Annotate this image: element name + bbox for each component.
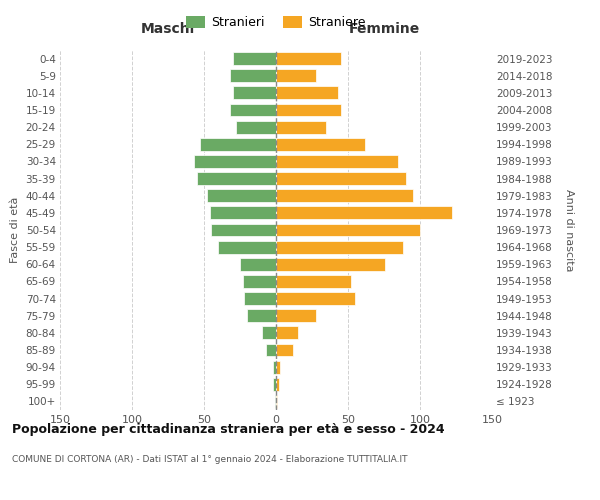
Bar <box>276 104 341 117</box>
Bar <box>276 326 298 340</box>
Bar <box>236 120 276 134</box>
Text: COMUNE DI CORTONA (AR) - Dati ISTAT al 1° gennaio 2024 - Elaborazione TUTTITALIA: COMUNE DI CORTONA (AR) - Dati ISTAT al 1… <box>12 455 407 464</box>
Text: Femmine: Femmine <box>349 22 419 36</box>
Legend: Stranieri, Straniere: Stranieri, Straniere <box>181 11 371 34</box>
Bar <box>276 206 452 220</box>
Bar <box>276 190 413 202</box>
Y-axis label: Fasce di età: Fasce di età <box>10 197 20 263</box>
Bar <box>218 240 276 254</box>
Bar <box>276 240 403 254</box>
Bar <box>276 70 316 82</box>
Bar <box>276 258 385 270</box>
Bar <box>200 138 276 150</box>
Bar <box>276 120 326 134</box>
Bar <box>276 138 365 150</box>
Bar <box>276 224 420 236</box>
Bar <box>276 86 338 100</box>
Y-axis label: Anni di nascita: Anni di nascita <box>564 188 574 271</box>
Bar <box>244 292 276 305</box>
Bar <box>197 172 276 185</box>
Bar <box>194 155 276 168</box>
Bar <box>276 275 351 288</box>
Bar <box>273 378 276 390</box>
Bar <box>247 310 276 322</box>
Bar <box>210 206 276 220</box>
Bar <box>230 70 276 82</box>
Bar <box>276 344 293 356</box>
Text: Popolazione per cittadinanza straniera per età e sesso - 2024: Popolazione per cittadinanza straniera p… <box>12 422 445 436</box>
Bar <box>276 378 279 390</box>
Bar <box>207 190 276 202</box>
Bar <box>275 395 276 408</box>
Bar <box>273 360 276 374</box>
Text: Maschi: Maschi <box>141 22 195 36</box>
Bar <box>233 86 276 100</box>
Bar <box>276 292 355 305</box>
Bar <box>233 52 276 65</box>
Bar <box>262 326 276 340</box>
Bar <box>276 395 277 408</box>
Bar <box>230 104 276 117</box>
Bar <box>240 258 276 270</box>
Bar <box>243 275 276 288</box>
Bar <box>276 310 316 322</box>
Bar <box>276 52 341 65</box>
Bar <box>276 155 398 168</box>
Bar <box>276 360 280 374</box>
Bar <box>266 344 276 356</box>
Bar <box>276 172 406 185</box>
Bar <box>211 224 276 236</box>
